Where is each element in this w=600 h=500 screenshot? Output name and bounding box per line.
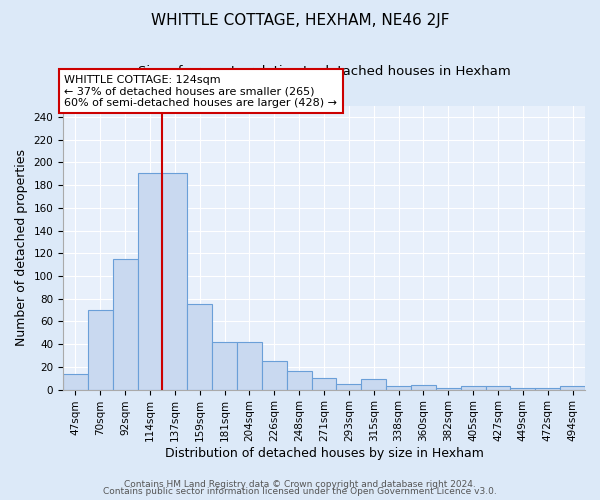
- Bar: [113, 259, 137, 390]
- Bar: [511, 388, 535, 390]
- Bar: [411, 385, 436, 390]
- Bar: [88, 310, 113, 390]
- Bar: [137, 172, 163, 390]
- Text: WHITTLE COTTAGE: 124sqm
← 37% of detached houses are smaller (265)
60% of semi-d: WHITTLE COTTAGE: 124sqm ← 37% of detache…: [64, 74, 337, 108]
- Bar: [361, 380, 386, 390]
- Bar: [262, 361, 287, 390]
- Bar: [287, 372, 311, 390]
- Bar: [187, 304, 212, 390]
- Y-axis label: Number of detached properties: Number of detached properties: [15, 149, 28, 346]
- Bar: [237, 342, 262, 390]
- Bar: [535, 388, 560, 390]
- Bar: [386, 386, 411, 390]
- Bar: [436, 388, 461, 390]
- Text: WHITTLE COTTAGE, HEXHAM, NE46 2JF: WHITTLE COTTAGE, HEXHAM, NE46 2JF: [151, 12, 449, 28]
- X-axis label: Distribution of detached houses by size in Hexham: Distribution of detached houses by size …: [164, 447, 484, 460]
- Bar: [485, 386, 511, 390]
- Bar: [212, 342, 237, 390]
- Bar: [163, 172, 187, 390]
- Text: Contains public sector information licensed under the Open Government Licence v3: Contains public sector information licen…: [103, 487, 497, 496]
- Text: Contains HM Land Registry data © Crown copyright and database right 2024.: Contains HM Land Registry data © Crown c…: [124, 480, 476, 489]
- Bar: [560, 386, 585, 390]
- Title: Size of property relative to detached houses in Hexham: Size of property relative to detached ho…: [137, 65, 511, 78]
- Bar: [311, 378, 337, 390]
- Bar: [337, 384, 361, 390]
- Bar: [461, 386, 485, 390]
- Bar: [63, 374, 88, 390]
